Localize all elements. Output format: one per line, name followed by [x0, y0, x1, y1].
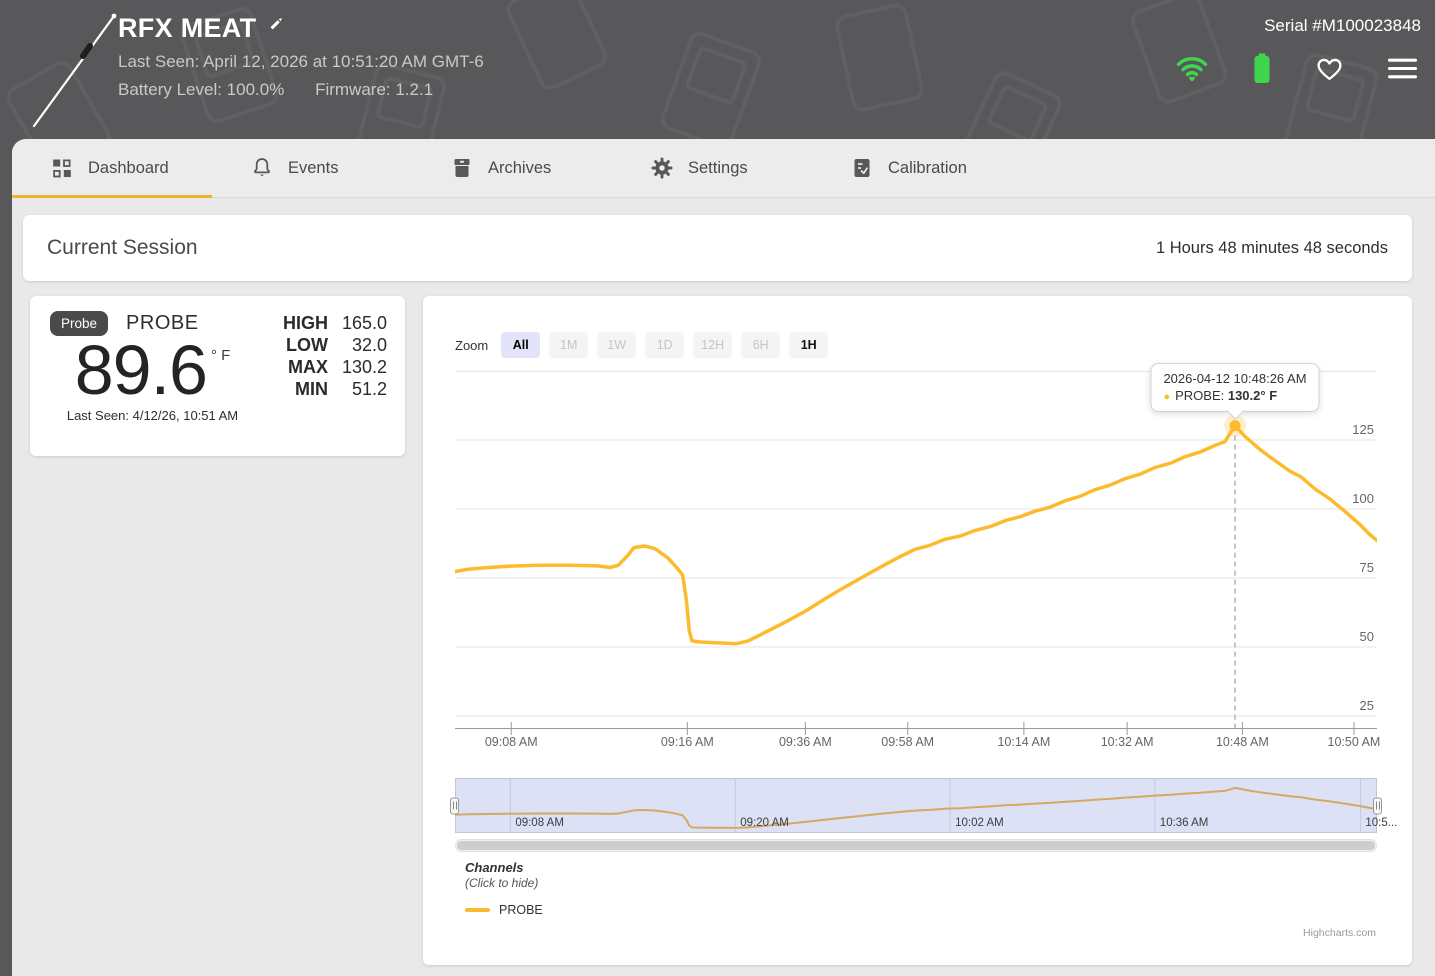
- chart-legend: Channels (Click to hide) PROBE: [465, 860, 543, 917]
- x-axis-label: 10:50 AM: [1327, 735, 1381, 749]
- zoom-button-1m: 1M: [549, 332, 589, 358]
- tab-dashboard-label: Dashboard: [88, 158, 169, 177]
- highcharts-credit[interactable]: Highcharts.com: [1303, 927, 1376, 939]
- probe-badge: Probe: [50, 311, 109, 336]
- chart-scrollbar-thumb[interactable]: [457, 841, 1375, 850]
- probe-temperature: 89.6: [74, 331, 208, 409]
- gear-icon: [651, 157, 673, 179]
- probe-stat-label-high: HIGH: [282, 313, 328, 333]
- tab-archives-label: Archives: [488, 158, 552, 177]
- tooltip-date: 2026-04-12 10:48:26 AM: [1163, 370, 1307, 386]
- device-last-seen: Last Seen: April 12, 2026 at 10:51:20 AM…: [118, 52, 484, 71]
- chart-scrollbar[interactable]: [455, 839, 1377, 852]
- legend-title: Channels: [465, 860, 524, 875]
- edit-device-name-icon[interactable]: [268, 15, 285, 32]
- tab-settings[interactable]: Settings: [612, 139, 812, 197]
- svg-text:25: 25: [1360, 698, 1374, 713]
- x-axis-label: 10:14 AM: [997, 735, 1051, 749]
- navigator-label: 09:08 AM: [515, 817, 564, 829]
- tab-events[interactable]: Events: [212, 139, 412, 197]
- svg-text:75: 75: [1360, 560, 1374, 575]
- wifi-status-icon: [1176, 57, 1208, 82]
- zoom-button-1h[interactable]: 1H: [789, 332, 829, 358]
- x-axis-label: 10:48 AM: [1215, 735, 1269, 749]
- x-axis-label: 10:32 AM: [1100, 735, 1154, 749]
- favorite-heart-icon[interactable]: [1315, 55, 1344, 82]
- legend-item-probe[interactable]: PROBE: [465, 903, 543, 917]
- tab-calibration[interactable]: Calibration: [812, 139, 1012, 197]
- x-axis-label: 09:16 AM: [660, 735, 714, 749]
- probe-image: [26, 4, 126, 137]
- probe-stat-value-min: 51.2: [351, 379, 387, 399]
- device-name: RFX MEAT: [118, 13, 257, 43]
- battery-status-icon: [1254, 53, 1270, 83]
- probe-temperature-unit: ° F: [210, 347, 231, 364]
- dashboard-content: Current Session 1 Hours 48 minutes 48 se…: [12, 198, 1435, 965]
- device-battery-level: Battery Level: 100.0%: [118, 80, 285, 99]
- zoom-button-12h: 12H: [693, 332, 733, 358]
- probe-stat-value-low: 32.0: [351, 335, 387, 355]
- navigator-label: 10:36 AM: [1159, 817, 1209, 829]
- navigator-label: 10:5...: [1365, 817, 1398, 829]
- svg-text:100: 100: [1352, 491, 1374, 506]
- chart-navigator[interactable]: 09:08 AM 09:20 AM 10:02 AM 10:36 AM 10:5...: [450, 778, 1397, 833]
- device-firmware: Firmware: 1.2.1: [315, 80, 434, 99]
- probe-stat-value-max: 130.2: [341, 357, 387, 377]
- probe-stat-label-min: MIN: [294, 379, 328, 399]
- navigator-label: 10:02 AM: [955, 817, 1004, 829]
- svg-text:50: 50: [1360, 629, 1374, 644]
- archive-box-icon: [454, 159, 470, 177]
- navigator-left-handle[interactable]: [450, 797, 459, 814]
- zoom-label: Zoom: [455, 337, 489, 353]
- probe-stat-label-max: MAX: [287, 357, 328, 377]
- tooltip-series-dot: ●: [1163, 390, 1171, 403]
- tab-archives[interactable]: Archives: [412, 139, 612, 197]
- legend-subtitle: (Click to hide): [465, 876, 539, 890]
- device-header: RFX MEAT Last Seen: April 12, 2026 at 10…: [0, 0, 1435, 139]
- session-duration: 1 Hours 48 minutes 48 seconds: [1155, 238, 1388, 257]
- probe-stats: HIGH 165.0 LOW 32.0 MAX 130.2 MIN 51.2: [255, 311, 387, 444]
- x-axis-label: 09:58 AM: [881, 735, 935, 749]
- zoom-button-all[interactable]: All: [501, 332, 541, 358]
- chart-tooltip: 2026-04-12 10:48:26 AM ● PROBE: 130.2° F: [1150, 362, 1320, 412]
- chart-plot-area[interactable]: 125 100 75 50 25 09:08 AM 09:16 AM 09:36 AM 09:…: [453, 362, 1380, 771]
- menu-hamburger-icon[interactable]: [1388, 57, 1417, 80]
- chart-zoom-controls: Zoom All 1M 1W 1D 12H 6H 1H: [455, 332, 829, 358]
- calibration-checklist-icon: [854, 159, 870, 177]
- tab-dashboard[interactable]: Dashboard: [12, 139, 212, 198]
- x-axis-label: 09:36 AM: [778, 735, 832, 749]
- zoom-button-1w: 1W: [597, 332, 637, 358]
- zoom-button-1d: 1D: [645, 332, 685, 358]
- tab-bar: Dashboard Events Archives: [12, 139, 1435, 198]
- legend-label: PROBE: [499, 903, 543, 917]
- chart-card: Zoom All 1M 1W 1D 12H 6H 1H 125 100 75 50 25 09:08…: [423, 296, 1412, 965]
- tooltip-series-line: ● PROBE: 130.2° F: [1163, 388, 1306, 403]
- probe-stat-value-high: 165.0: [341, 313, 387, 333]
- probe-card[interactable]: Probe PROBE 89.6 ° F Last Seen: 4/12/26, …: [30, 296, 405, 456]
- session-title: Current Session: [47, 236, 198, 259]
- tab-events-label: Events: [288, 158, 339, 177]
- bell-icon: [254, 158, 270, 176]
- tooltip-series-label: PROBE:: [1175, 387, 1228, 403]
- probe-stat-label-low: LOW: [285, 335, 328, 355]
- dashboard-icon: [53, 159, 71, 178]
- tooltip-series-value: 130.2° F: [1227, 387, 1278, 403]
- main-sheet: Dashboard Events Archives: [12, 139, 1435, 976]
- probe-temperature-display: 89.6 ° F: [50, 330, 255, 410]
- device-serial: Serial #M100023848: [1264, 16, 1421, 35]
- x-axis-label: 09:08 AM: [484, 735, 538, 749]
- current-session-card: Current Session 1 Hours 48 minutes 48 se…: [23, 215, 1412, 281]
- navigator-right-handle[interactable]: [1373, 797, 1382, 814]
- tab-calibration-label: Calibration: [888, 158, 967, 177]
- probe-name: PROBE: [126, 312, 199, 334]
- temperature-chart[interactable]: 125 100 75 50 25: [453, 371, 1379, 737]
- legend-swatch: [465, 908, 490, 912]
- tab-settings-label: Settings: [688, 158, 748, 177]
- zoom-button-6h: 6H: [741, 332, 781, 358]
- svg-text:125: 125: [1352, 422, 1374, 437]
- navigator-label: 09:20 AM: [740, 817, 789, 829]
- probe-last-seen: Last Seen: 4/12/26, 10:51 AM: [66, 408, 239, 423]
